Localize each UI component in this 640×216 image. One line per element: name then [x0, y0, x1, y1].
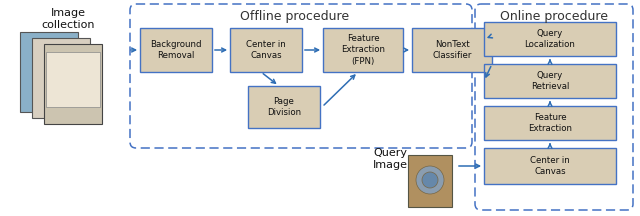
Bar: [412, 28, 492, 72]
Bar: [484, 64, 616, 98]
Circle shape: [422, 172, 438, 188]
Bar: [230, 28, 302, 72]
Text: Background
Removal: Background Removal: [150, 40, 202, 60]
Bar: [140, 28, 212, 72]
Text: Offline procedure: Offline procedure: [241, 10, 349, 23]
Bar: [44, 44, 102, 124]
Text: Query
Image: Query Image: [372, 148, 408, 170]
Bar: [32, 38, 90, 118]
Bar: [484, 106, 616, 140]
Text: Image
collection: Image collection: [41, 8, 95, 30]
Text: Online procedure: Online procedure: [500, 10, 608, 23]
Text: Page
Division: Page Division: [267, 97, 301, 117]
Bar: [20, 32, 78, 112]
Bar: [484, 148, 616, 184]
Text: Query
Retrieval: Query Retrieval: [531, 71, 569, 91]
Text: Center in
Canvas: Center in Canvas: [246, 40, 286, 60]
Bar: [323, 28, 403, 72]
Circle shape: [416, 166, 444, 194]
Bar: [248, 86, 320, 128]
Text: Center in
Canvas: Center in Canvas: [530, 156, 570, 176]
Text: Feature
Extraction: Feature Extraction: [528, 113, 572, 133]
Bar: [408, 155, 452, 207]
Bar: [484, 22, 616, 56]
Text: Feature
Extraction
(FPN): Feature Extraction (FPN): [341, 34, 385, 66]
Text: Query
Localization: Query Localization: [525, 29, 575, 49]
Text: NonText
Classifier: NonText Classifier: [432, 40, 472, 60]
Bar: [46, 52, 100, 107]
